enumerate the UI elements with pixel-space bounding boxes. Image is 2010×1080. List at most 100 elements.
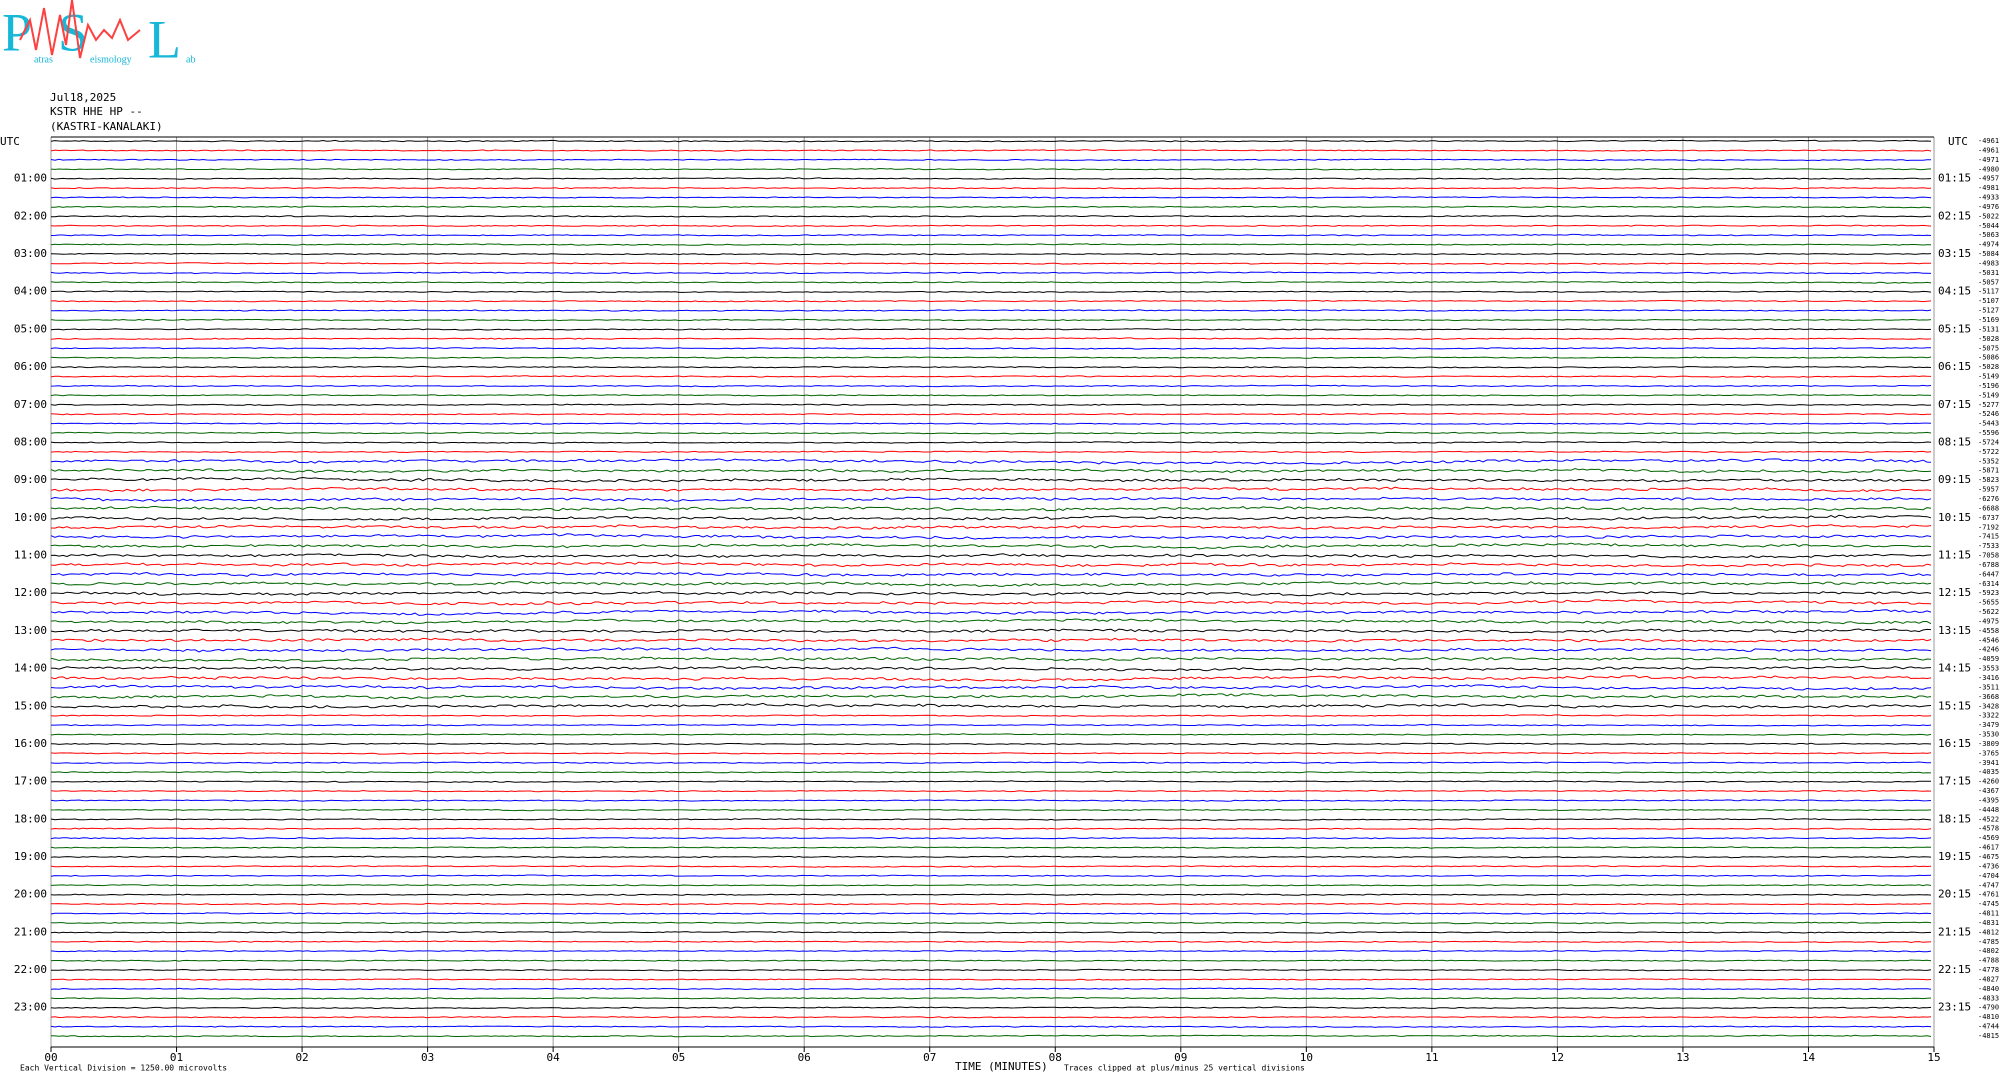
trace-offset-label: -4974 <box>1978 241 1999 249</box>
trace <box>50 262 1931 265</box>
trace-offset-label: -3668 <box>1978 693 1999 701</box>
hour-label: 14:15 <box>1938 662 1971 675</box>
trace <box>50 233 1932 237</box>
x-tick-label: 04 <box>547 1051 561 1064</box>
trace-offset-label: -4981 <box>1978 184 1999 192</box>
trace-offset-label: -4815 <box>1978 1032 1999 1040</box>
trace <box>50 987 1932 991</box>
trace <box>50 665 1932 672</box>
trace-offset-label: -4744 <box>1978 1023 1999 1031</box>
trace <box>50 789 1932 793</box>
trace <box>50 959 1932 962</box>
hour-label: 19:15 <box>1938 850 1971 863</box>
trace-offset-label: -4811 <box>1978 910 1999 918</box>
trace-offset-label: -6688 <box>1978 504 1999 512</box>
hour-label: 01:15 <box>1938 172 1971 185</box>
trace <box>51 723 1932 727</box>
trace-offset-label: -5596 <box>1978 429 1999 437</box>
header-line: Jul18,2025 <box>50 91 116 104</box>
trace-offset-label: -5277 <box>1978 401 1999 409</box>
trace <box>50 243 1931 246</box>
trace-offset-label: -4778 <box>1978 966 1999 974</box>
trace <box>50 818 1932 822</box>
trace-offset-label: -4395 <box>1978 796 1999 804</box>
hour-label: 07:00 <box>14 398 47 411</box>
hour-label: 05:15 <box>1938 322 1971 335</box>
trace-offset-label: -5044 <box>1978 222 1999 230</box>
trace-offset-label: -5149 <box>1978 391 1999 399</box>
trace-offset-label: -3416 <box>1978 674 1999 682</box>
trace-offset-label: -5022 <box>1978 212 1999 220</box>
header-line: (KASTRI-KANALAKI) <box>50 120 163 133</box>
trace-offset-label: -5443 <box>1978 420 1999 428</box>
trace-offset-label: -5057 <box>1978 278 1999 286</box>
trace-offset-label: -5028 <box>1978 335 1999 343</box>
x-tick-label: 10 <box>1300 1051 1313 1064</box>
trace <box>50 431 1932 435</box>
logo: P S L atras eismology ab <box>2 0 195 69</box>
trace <box>50 542 1932 550</box>
x-tick-label: 08 <box>1049 1051 1062 1064</box>
x-tick-label: 13 <box>1676 1051 1689 1064</box>
trace-offset-label: -4736 <box>1978 862 1999 870</box>
trace <box>50 450 1932 454</box>
x-tick-label: 07 <box>923 1051 936 1064</box>
trace-offset-label: -3322 <box>1978 712 1999 720</box>
trace <box>50 356 1932 359</box>
trace <box>50 618 1932 625</box>
trace <box>50 780 1931 783</box>
hour-label: 21:00 <box>14 925 47 938</box>
hour-label: 18:15 <box>1938 812 1971 825</box>
trace <box>51 968 1932 972</box>
hour-label: 23:15 <box>1938 1001 1971 1014</box>
trace-offset-label: -3428 <box>1978 702 1999 710</box>
trace <box>50 590 1932 597</box>
hour-label: 10:15 <box>1938 511 1971 524</box>
trace <box>50 637 1932 643</box>
trace <box>51 902 1931 906</box>
trace <box>50 403 1932 406</box>
trace-offset-label: -4980 <box>1978 165 1999 173</box>
trace-offset-label: -4761 <box>1978 891 1999 899</box>
logo-word: atras <box>34 54 53 65</box>
x-tick-label: 12 <box>1551 1051 1564 1064</box>
trace-offset-label: -4933 <box>1978 194 1999 202</box>
trace <box>50 215 1932 218</box>
hour-label: 16:15 <box>1938 737 1971 750</box>
trace <box>50 467 1932 474</box>
hour-label: 14:00 <box>14 662 47 675</box>
header-line: KSTR HHE HP -- <box>50 105 143 118</box>
hour-label: 19:00 <box>14 850 47 863</box>
trace-offset-label: -4448 <box>1978 806 1999 814</box>
hour-label: 03:15 <box>1938 247 1971 260</box>
trace-offset-label: -5031 <box>1978 269 1999 277</box>
trace <box>50 167 1932 171</box>
trace <box>50 486 1932 493</box>
trace <box>50 742 1932 746</box>
trace-offset-label: -4747 <box>1978 881 1999 889</box>
trace <box>50 205 1932 209</box>
trace-offset-label: -3765 <box>1978 749 1999 757</box>
trace-offset-label: -4617 <box>1978 844 1999 852</box>
hour-label: 23:00 <box>14 1001 47 1014</box>
trace-offset-label: -5063 <box>1978 231 1999 239</box>
trace <box>51 514 1932 521</box>
trace-offset-label: -4260 <box>1978 778 1999 786</box>
trace-offset-label: -4790 <box>1978 1004 1999 1012</box>
trace <box>50 684 1932 691</box>
trace-offset-label: -5086 <box>1978 354 1999 362</box>
trace <box>50 158 1931 162</box>
trace <box>50 855 1932 859</box>
trace <box>50 628 1932 634</box>
x-tick-label: 06 <box>798 1051 811 1064</box>
logo-word: eismology <box>90 54 132 65</box>
trace-offset-label: -4976 <box>1978 203 1999 211</box>
trace-offset-label: -4833 <box>1978 994 1999 1002</box>
trace-offset-label: -4957 <box>1978 175 1999 183</box>
trace <box>50 394 1932 397</box>
trace-offset-label: -4983 <box>1978 259 1999 267</box>
trace <box>50 874 1932 878</box>
trace-offset-label: -4810 <box>1978 1013 1999 1021</box>
trace-offset-label: -4367 <box>1978 787 1999 795</box>
